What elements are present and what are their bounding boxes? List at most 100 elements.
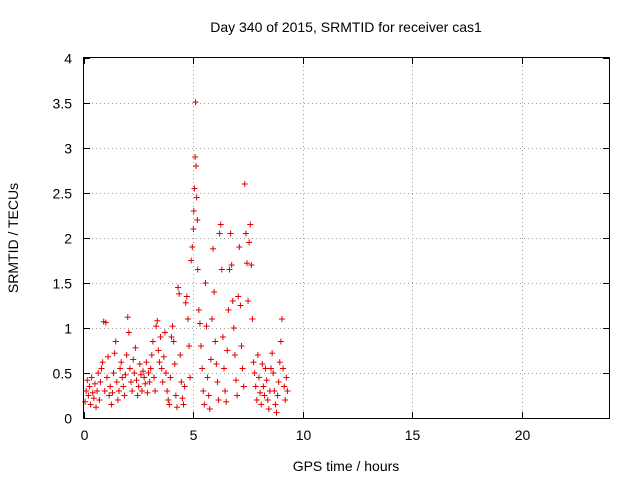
data-point [235,293,242,300]
data-point [276,359,283,366]
data-point [224,347,231,354]
data-point [203,323,210,330]
ticks-layer: 0 0.5 1 1.5 2 2.5 3 3.5 4 0 5 10 15 20 [53,51,609,443]
data-point [275,379,282,385]
data-point [242,230,249,237]
data-point [157,334,164,340]
data-point [237,302,244,309]
data-point [254,352,261,358]
data-point [87,401,94,408]
data-point [192,99,199,106]
data-point [116,388,122,394]
data-point [207,356,214,363]
data-point [262,365,269,372]
data-point [208,316,215,322]
data-point [240,383,247,390]
data-point [97,379,104,385]
data-point [260,383,267,390]
data-point [271,388,278,394]
data-point [151,374,157,381]
data-point [105,353,112,360]
data-point [114,397,121,403]
data-point [176,290,183,297]
data-point [268,365,275,372]
data-point [134,392,141,399]
data-point [236,244,243,250]
data-point [175,284,182,291]
data-point [190,208,197,214]
data-point [90,395,97,402]
data-point [225,307,232,313]
y-tick-label: 2.5 [53,186,73,202]
data-point [234,392,241,399]
data-point [198,343,205,349]
data-point [163,370,170,376]
data-point [194,266,201,273]
data-point [181,383,188,390]
data-point [106,392,113,399]
data-point [103,374,110,381]
data-point [101,388,108,394]
data-point [173,404,180,411]
data-point [118,359,125,366]
data-point [246,239,253,246]
data-point [258,401,265,408]
data-point [278,316,285,322]
data-point [265,406,272,412]
data-point [192,154,199,160]
data-point [228,262,235,268]
data-point [137,371,144,378]
data-point [148,352,155,358]
x-tick-label: 5 [190,427,198,443]
data-point [107,383,114,390]
data-point [226,266,233,273]
data-point [245,298,252,304]
data-point [195,307,202,313]
data-point [191,185,198,192]
data-point [149,338,156,345]
data-point [241,181,248,187]
data-point [110,370,117,376]
data-point [196,320,203,327]
data-point [169,323,176,330]
data-point [250,359,257,366]
data-point [96,397,103,403]
data-point [200,388,207,394]
data-point [152,388,159,394]
y-tick-label: 0.5 [53,366,73,382]
data-point [243,260,250,267]
data-point [189,244,196,250]
data-point [125,329,132,336]
data-point [164,388,171,394]
data-point [222,388,229,394]
data-point [230,325,237,331]
data-point [217,221,224,228]
data-point [172,392,179,399]
data-point [257,389,264,396]
data-point [122,371,129,378]
data-point [215,397,222,403]
data-point [229,298,236,304]
data-point [117,365,124,372]
data-point [184,316,191,322]
data-point [146,379,153,385]
x-tick-label: 20 [515,427,531,443]
data-point [227,230,234,237]
data-point [161,329,168,336]
y-tick-label: 0 [64,411,72,427]
data-point [170,338,177,345]
data-point [282,397,289,403]
y-tick-label: 4 [64,51,72,67]
data-point [273,409,280,416]
data-point [112,338,119,345]
data-point [283,374,290,381]
data-point [84,377,91,384]
data-point [94,388,101,394]
data-point [186,343,192,349]
grid-layer [84,58,609,418]
data-point [131,370,138,376]
x-axis-title: GPS time / hours [293,458,400,474]
data-point [95,370,102,376]
data-point [136,361,143,367]
